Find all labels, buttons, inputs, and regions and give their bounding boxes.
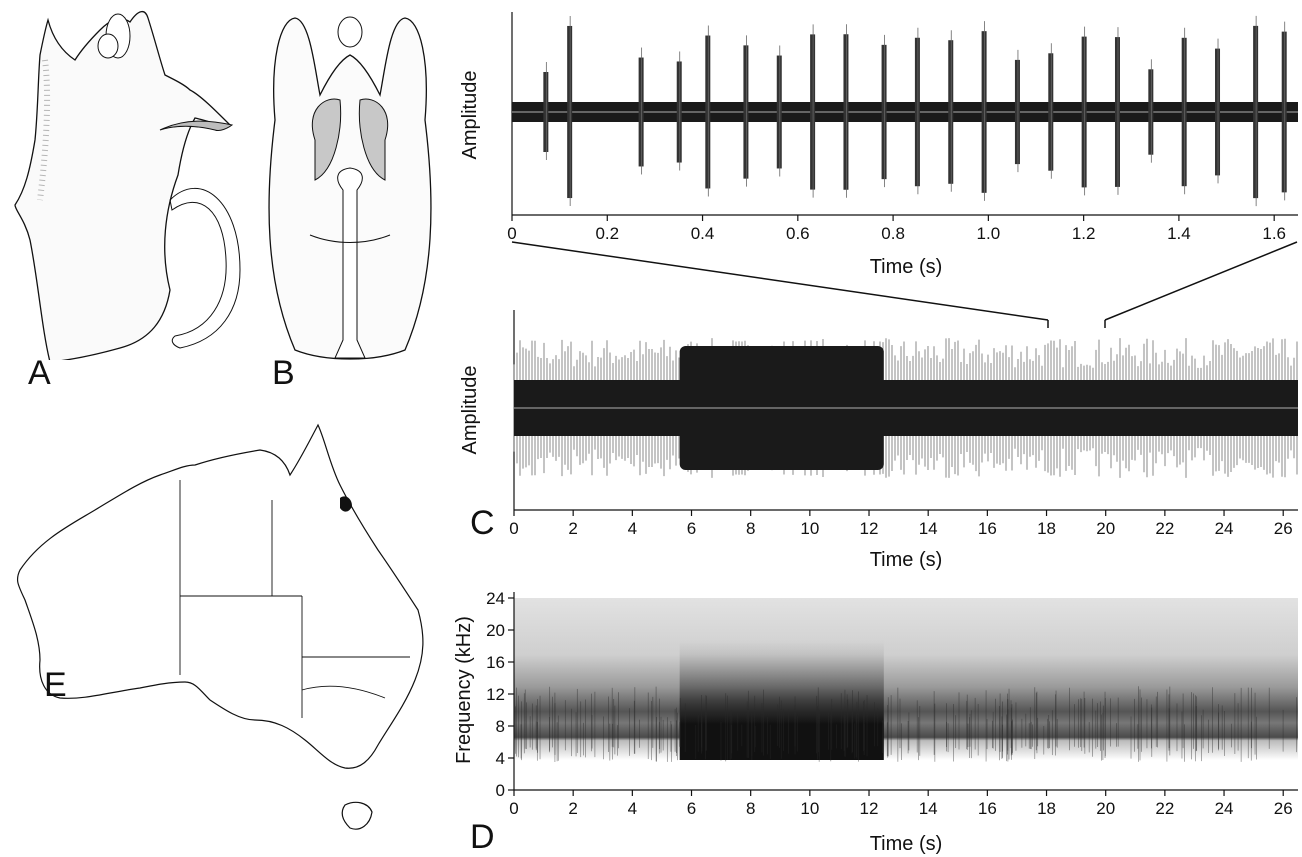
spectrogram-xtick-label: 4: [628, 799, 637, 818]
spectrogram-xtick-label: 16: [978, 799, 997, 818]
spectrogram-ytick-label: 20: [486, 621, 505, 640]
ventral-left-clasper: [311, 98, 342, 181]
waveform-detail-xlabel: Time (s): [870, 256, 943, 278]
spectrogram-ylabel: Frequency (kHz): [453, 616, 475, 764]
waveform-detail-pulse: [1253, 25, 1259, 199]
waveform-detail-pulse: [1048, 53, 1054, 171]
spectrogram-field: [514, 598, 1298, 760]
waveform-detail-xtick-label: 0.2: [595, 224, 619, 243]
spectrogram-xtick-label: 24: [1215, 799, 1234, 818]
australia-outline: [16, 423, 424, 769]
ventral-aedeagus: [334, 167, 366, 359]
spectrogram-ytick-label: 4: [496, 749, 505, 768]
spectrogram-xtick-label: 20: [1096, 799, 1115, 818]
waveform-detail-ylabel: Amplitude: [459, 71, 481, 160]
spectrogram-xtick-label: 10: [800, 799, 819, 818]
waveform-detail-pulse: [843, 34, 849, 190]
species-range-marker: [340, 496, 352, 512]
waveform-detail-pulse: [743, 45, 749, 179]
waveform-detail-xtick-label: 1.6: [1262, 224, 1286, 243]
waveform-main-xtick-label: 4: [628, 519, 637, 538]
waveform-detail-pulse: [1114, 37, 1120, 187]
waveform-detail-pulse: [1281, 31, 1287, 193]
waveform-detail-pulse: [1014, 59, 1020, 165]
waveform-main-xtick-label: 18: [1037, 519, 1056, 538]
waveform-detail-pulse: [914, 37, 920, 187]
spectrogram-xtick-label: 22: [1155, 799, 1174, 818]
spectrogram-xtick-label: 12: [860, 799, 879, 818]
spectrogram-ytick-label: 12: [486, 685, 505, 704]
spectrogram-xtick-label: 6: [687, 799, 696, 818]
waveform-detail-pulse: [543, 71, 549, 153]
panel-label-a: A: [28, 354, 51, 392]
waveform-detail-pulse: [1148, 69, 1154, 155]
panel-label-e: E: [44, 666, 67, 704]
spectrogram-xtick-label: 2: [568, 799, 577, 818]
panel-label-c: C: [470, 504, 495, 542]
waveform-detail-pulse: [881, 44, 887, 180]
waveform-main-xtick-label: 20: [1096, 519, 1115, 538]
waveform-detail-pulse: [567, 25, 573, 199]
waveform-detail-pulse: [776, 55, 782, 169]
waveform-main-xtick-label: 10: [800, 519, 819, 538]
waveform-detail-pulse: [810, 34, 816, 190]
zoom-connector: [511, 241, 1298, 328]
spectrogram-xtick-label: 26: [1274, 799, 1293, 818]
waveform-main-xtick-label: 2: [568, 519, 577, 538]
spectrogram-xtick-label: 18: [1037, 799, 1056, 818]
waveform-detail-pulse: [1181, 37, 1187, 187]
waveform-main-xtick-label: 14: [919, 519, 938, 538]
waveform-detail-xtick-label: 0: [507, 224, 516, 243]
waveform-main-xlabel: Time (s): [870, 549, 943, 571]
genitalia-ventral-drawing: [268, 16, 432, 360]
waveform-detail-xtick-label: 1.2: [1072, 224, 1096, 243]
australia-distribution-map: [16, 423, 424, 830]
waveform-detail-pulse: [981, 31, 987, 193]
spectrogram-xtick-label: 0: [509, 799, 518, 818]
waveform-detail-xtick-label: 1.4: [1167, 224, 1191, 243]
genitalia-lateral-drawing: [14, 11, 241, 360]
lateral-outline: [14, 11, 232, 360]
waveform-main-chart: 0 2 4 6 8 10 12 14 16 18 20 22 24 26 Amplitude Time (…: [459, 310, 1298, 571]
waveform-main-ylabel: Amplitude: [459, 366, 481, 455]
lateral-hook: [159, 120, 234, 131]
spectrogram-continuous-segment: [679, 640, 884, 760]
spectrogram-ytick-label: 0: [496, 781, 505, 800]
waveform-detail-pulse: [705, 35, 711, 189]
waveform-main-xtick-label: 0: [509, 519, 518, 538]
lateral-stipple: [37, 59, 51, 201]
tasmania: [341, 801, 373, 830]
waveform-main-xtick-label: 22: [1155, 519, 1174, 538]
ventral-cap: [337, 16, 363, 48]
spectrogram-xtick-label: 14: [919, 799, 938, 818]
panel-label-d: D: [470, 818, 495, 856]
ventral-right-clasper: [358, 98, 389, 181]
waveform-detail-chart: 0 0.2 0.4 0.6 0.8 1.0 1.2 1.4 1.6 Amplitude Time…: [459, 12, 1298, 278]
waveform-detail-xtick-label: 0.6: [786, 224, 810, 243]
waveform-detail-pulse: [676, 61, 682, 163]
spectrogram-ytick-label: 8: [496, 717, 505, 736]
spectrogram-xtick-label: 8: [746, 799, 755, 818]
waveform-detail-pulse: [638, 57, 644, 167]
waveform-detail-pulse: [1215, 48, 1221, 176]
spectrogram-ytick-label: 16: [486, 653, 505, 672]
waveform-main-xtick-label: 24: [1215, 519, 1234, 538]
waveform-main-xtick-label: 16: [978, 519, 997, 538]
waveform-detail-xtick-label: 0.4: [691, 224, 715, 243]
waveform-main-xtick-label: 6: [687, 519, 696, 538]
waveform-detail-pulse: [1081, 36, 1087, 188]
waveform-detail-pulse: [948, 40, 954, 184]
waveform-main-xtick-label: 8: [746, 519, 755, 538]
waveform-detail-xtick-label: 1.0: [977, 224, 1001, 243]
panel-label-b: B: [272, 354, 295, 392]
waveform-main-xtick-label: 12: [860, 519, 879, 538]
waveform-detail-xtick-label: 0.8: [881, 224, 905, 243]
spectrogram-ytick-label: 24: [486, 589, 505, 608]
lateral-aedeagus: [169, 188, 241, 349]
waveform-main-xtick-label: 26: [1274, 519, 1293, 538]
spectrogram-xlabel: Time (s): [870, 833, 943, 855]
